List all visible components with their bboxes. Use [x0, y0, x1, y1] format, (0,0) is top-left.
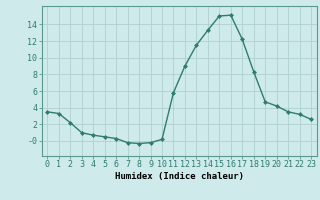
X-axis label: Humidex (Indice chaleur): Humidex (Indice chaleur) — [115, 172, 244, 181]
